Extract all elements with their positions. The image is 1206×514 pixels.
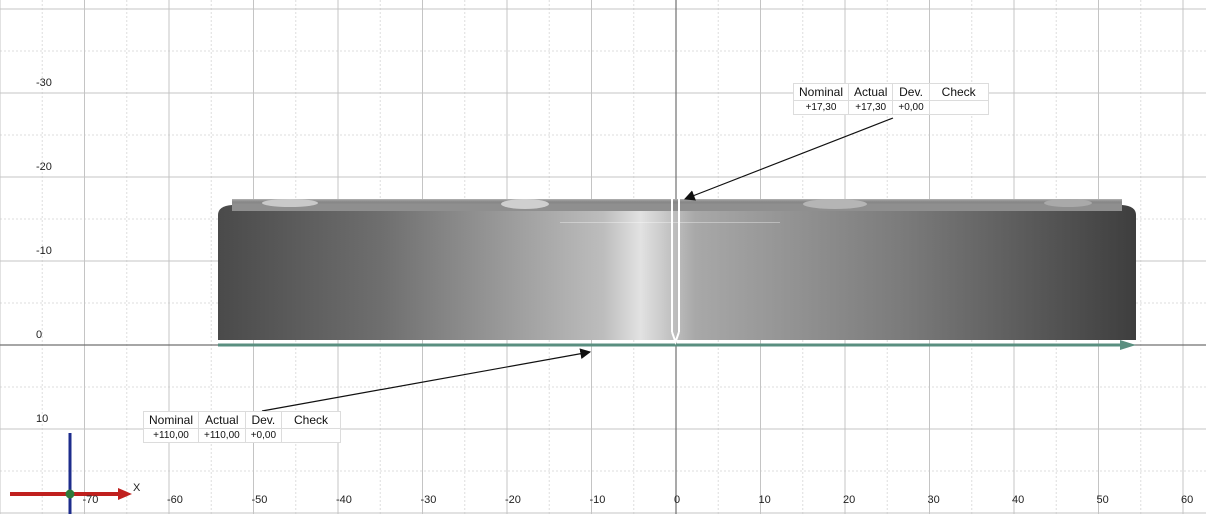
x-tick-label: -20: [505, 494, 521, 506]
value-dev: +0,00: [892, 100, 930, 115]
baseline-arrow-head: [1120, 340, 1136, 350]
part-notch: [803, 199, 867, 209]
part-inner-line: [560, 222, 780, 223]
header-check: Check: [281, 411, 342, 429]
x-tick-label: -40: [336, 494, 352, 506]
y-tick-label: 10: [36, 413, 49, 425]
x-tick-label: -10: [589, 494, 606, 506]
y-tick-label: -30: [36, 77, 52, 89]
x-tick-label: -50: [251, 494, 268, 506]
x-tick-label: -70: [82, 494, 99, 506]
value-actual: +110,00: [198, 428, 246, 443]
value-nominal: +110,00: [142, 428, 200, 443]
header-nominal: Nominal: [142, 411, 200, 429]
header-nominal: Nominal: [792, 83, 850, 101]
x-tick-label: 60: [1181, 494, 1194, 506]
y-tick-label: 0: [36, 329, 43, 341]
x-tick-label: 20: [843, 494, 856, 506]
y-tick-label: -20: [36, 161, 52, 173]
part-body[interactable]: [218, 199, 1136, 340]
part-notch: [262, 199, 318, 207]
x-tick-label: 30: [927, 494, 940, 506]
axis-indicator-x-label: X: [133, 482, 141, 494]
value-check: [928, 100, 989, 115]
header-actual: Actual: [848, 83, 894, 101]
measurement-table-top[interactable]: Nominal Actual Dev. Check +17,30 +17,30 …: [792, 83, 989, 115]
part-side: [218, 205, 1136, 340]
x-tick-label: 40: [1012, 494, 1025, 506]
x-tick-label: 10: [758, 494, 771, 506]
measurement-table-bottom[interactable]: Nominal Actual Dev. Check +110,00 +110,0…: [142, 411, 342, 443]
part-notch: [1044, 199, 1092, 207]
part-notch: [501, 199, 549, 209]
leader-line-top: [683, 117, 894, 201]
axis-indicator: [10, 433, 132, 514]
x-tick-label: 50: [1096, 494, 1109, 506]
x-tick-label: -60: [167, 494, 183, 506]
header-check: Check: [928, 83, 989, 101]
leader-line-bottom: [261, 348, 592, 412]
height-gauge: [671, 197, 680, 346]
header-actual: Actual: [198, 411, 246, 429]
header-dev: Dev.: [244, 411, 283, 429]
value-check: [281, 428, 342, 443]
y-tick-label: -10: [36, 245, 52, 257]
value-nominal: +17,30: [792, 100, 850, 115]
value-dev: +0,00: [244, 428, 283, 443]
axis-indicator-origin: [65, 489, 75, 499]
axis-indicator-y-label: Y: [76, 486, 81, 493]
part-top-highlight: [232, 199, 1122, 204]
axis-indicator-x-arrow: [118, 488, 132, 500]
header-dev: Dev.: [892, 83, 930, 101]
value-actual: +17,30: [848, 100, 894, 115]
x-tick-label: -30: [420, 494, 437, 506]
x-tick-label: 0: [674, 494, 681, 506]
